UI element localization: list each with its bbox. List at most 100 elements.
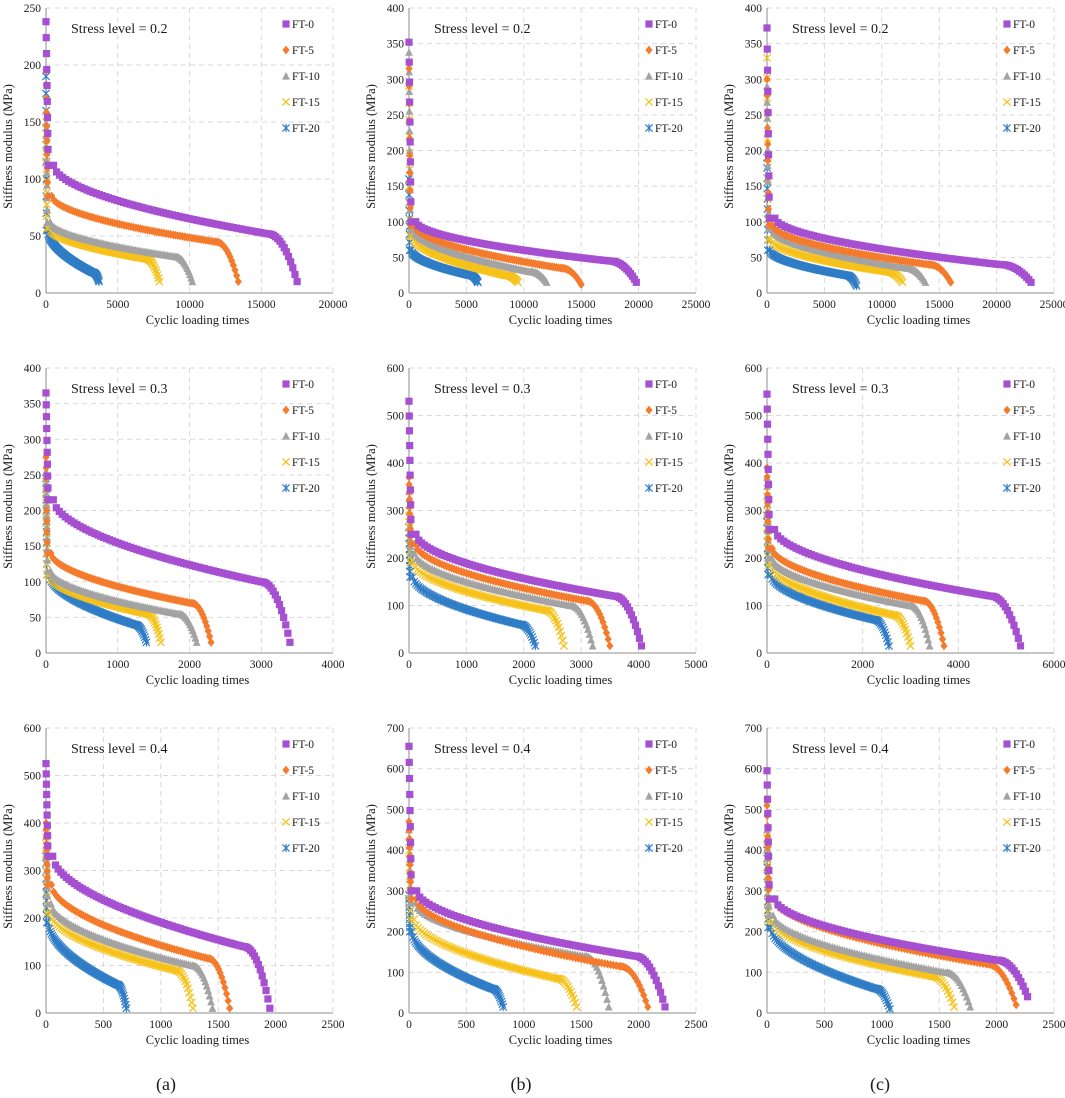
data-point — [406, 151, 414, 161]
series-FT-5 — [405, 64, 585, 289]
data-point — [764, 838, 772, 846]
y-tick-label: 200 — [387, 553, 405, 565]
legend-label: FT-0 — [292, 379, 314, 391]
data-point — [1023, 993, 1032, 1001]
data-point — [629, 616, 638, 624]
data-point — [43, 555, 52, 564]
data-point — [771, 224, 779, 234]
legend-marker — [281, 97, 291, 107]
data-point — [430, 935, 439, 944]
legend-marker — [282, 765, 290, 775]
data-point — [49, 852, 57, 860]
y-axis-title: Stiffness modulus (MPa) — [364, 444, 378, 569]
x-tick-label: 3000 — [250, 659, 273, 671]
y-tick-label: 50 — [393, 252, 405, 264]
data-point — [407, 894, 415, 904]
x-tick-label: 0 — [43, 299, 49, 311]
data-point — [925, 641, 934, 650]
y-tick-label: 400 — [24, 363, 42, 375]
caption-b: (b) — [511, 1074, 532, 1095]
data-point — [284, 629, 292, 637]
data-point — [764, 465, 772, 473]
data-point — [631, 973, 640, 983]
data-point — [764, 809, 772, 818]
x-tick-label: 0 — [764, 299, 770, 311]
data-point — [595, 609, 604, 619]
data-point — [44, 191, 52, 201]
data-point — [275, 601, 284, 609]
series-FT-15 — [404, 506, 569, 650]
x-tick-label: 2500 — [322, 1019, 345, 1031]
y-tick-label: 600 — [745, 764, 763, 776]
x-tick-label: 20000 — [624, 299, 653, 311]
legend-label: FT-10 — [292, 71, 320, 83]
column-captions: (a) (b) (c) — [156, 1074, 890, 1095]
x-axis-title: Cyclic loading times — [146, 313, 250, 327]
legend-marker — [644, 97, 654, 107]
data-point — [405, 126, 414, 135]
data-point — [407, 877, 415, 887]
data-point — [602, 628, 611, 638]
legend-label: FT-10 — [292, 431, 320, 443]
data-point — [407, 218, 415, 226]
y-tick-label: 500 — [387, 411, 405, 423]
data-point — [43, 65, 51, 74]
data-point — [406, 456, 414, 464]
data-point — [42, 780, 51, 788]
x-tick-label: 0 — [43, 659, 49, 671]
data-point — [1012, 627, 1020, 636]
legend-marker — [1002, 97, 1012, 107]
data-point — [42, 34, 50, 42]
data-point — [42, 452, 50, 462]
data-point — [407, 501, 415, 509]
legend-label: FT-15 — [1013, 457, 1041, 469]
legend-label: FT-15 — [292, 457, 320, 469]
data-point — [514, 278, 523, 287]
legend-marker — [644, 817, 654, 827]
x-tick-label: 2000 — [178, 659, 201, 671]
legend-label: FT-20 — [655, 483, 683, 495]
data-point — [585, 630, 594, 638]
data-point — [1016, 642, 1025, 650]
data-point — [405, 64, 413, 73]
data-point — [42, 413, 51, 421]
data-point — [406, 186, 414, 195]
y-tick-label: 350 — [745, 39, 763, 51]
data-point — [473, 278, 482, 287]
legend-label: FT-20 — [655, 843, 683, 855]
data-point — [763, 113, 772, 122]
x-tick-label: 5000 — [455, 299, 478, 311]
data-point — [44, 852, 52, 860]
legend-label: FT-20 — [292, 483, 320, 495]
data-point — [52, 198, 61, 207]
legend-label: FT-5 — [1013, 45, 1035, 57]
data-point — [277, 607, 286, 615]
data-point — [1015, 973, 1023, 982]
data-point — [43, 821, 51, 829]
data-point — [646, 963, 654, 971]
series-FT-10 — [42, 467, 201, 646]
data-point — [627, 611, 636, 619]
x-tick-label: 0 — [406, 1019, 412, 1031]
data-point — [598, 976, 606, 984]
y-tick-label: 500 — [387, 804, 405, 816]
y-tick-label: 200 — [387, 146, 405, 158]
data-point — [938, 634, 947, 644]
series-FT-0 — [405, 38, 640, 286]
data-point — [644, 1002, 652, 1012]
data-point — [763, 98, 772, 106]
data-point — [764, 130, 772, 138]
data-point — [44, 161, 52, 169]
data-point — [95, 277, 104, 286]
data-point — [935, 622, 944, 632]
y-tick-label: 100 — [745, 967, 763, 979]
x-axis-title: Cyclic loading times — [146, 673, 250, 687]
y-tick-label: 0 — [756, 288, 762, 300]
y-tick-label: 100 — [387, 967, 405, 979]
